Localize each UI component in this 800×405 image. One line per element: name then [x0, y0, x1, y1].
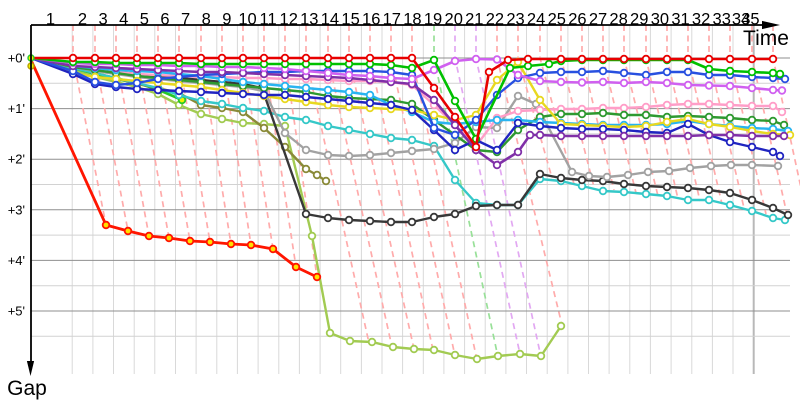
svg-text:12: 12	[280, 11, 298, 29]
svg-text:+3': +3'	[8, 202, 25, 217]
svg-text:+4': +4'	[8, 253, 25, 268]
svg-text:18: 18	[403, 11, 421, 29]
svg-text:17: 17	[383, 11, 401, 29]
svg-text:30: 30	[651, 11, 669, 29]
svg-text:26: 26	[568, 11, 586, 29]
svg-text:+5': +5'	[8, 304, 25, 319]
svg-text:28: 28	[609, 11, 627, 29]
svg-text:14: 14	[321, 11, 339, 29]
svg-text:33: 33	[713, 11, 731, 29]
svg-text:+2': +2'	[8, 152, 25, 167]
svg-text:35: 35	[741, 11, 759, 29]
svg-text:10: 10	[238, 11, 256, 29]
svg-text:2: 2	[78, 11, 87, 29]
svg-text:11: 11	[260, 11, 277, 29]
svg-text:27: 27	[589, 11, 607, 29]
svg-text:32: 32	[692, 11, 710, 29]
svg-text:16: 16	[362, 11, 380, 29]
svg-text:15: 15	[341, 11, 359, 29]
svg-text:34: 34	[732, 11, 750, 29]
svg-text:5: 5	[140, 11, 149, 29]
svg-text:1: 1	[46, 11, 55, 29]
svg-text:+0': +0'	[8, 51, 25, 66]
svg-text:8: 8	[202, 11, 211, 29]
svg-text:23: 23	[506, 11, 524, 29]
svg-text:13: 13	[300, 11, 318, 29]
svg-text:31: 31	[671, 11, 689, 29]
svg-text:29: 29	[630, 11, 648, 29]
svg-text:24: 24	[527, 11, 545, 29]
svg-text:Time: Time	[743, 27, 789, 50]
svg-text:+1': +1'	[8, 101, 25, 116]
svg-text:6: 6	[160, 11, 169, 29]
svg-text:3: 3	[99, 11, 108, 29]
svg-text:25: 25	[548, 11, 566, 29]
svg-text:Gap: Gap	[7, 377, 47, 400]
svg-text:4: 4	[119, 11, 128, 29]
svg-text:20: 20	[445, 11, 463, 29]
svg-text:21: 21	[465, 11, 483, 29]
svg-text:7: 7	[181, 11, 190, 29]
svg-text:19: 19	[424, 11, 442, 29]
svg-text:9: 9	[222, 11, 231, 29]
svg-text:22: 22	[486, 11, 504, 29]
